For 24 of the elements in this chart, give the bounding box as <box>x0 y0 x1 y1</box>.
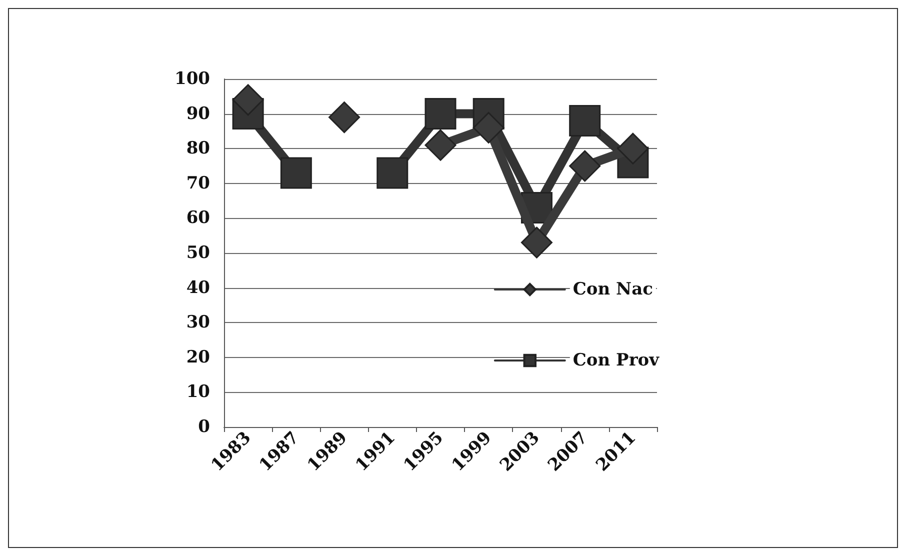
y-tick-label: 0 <box>198 417 210 437</box>
y-tick-label: 20 <box>186 347 210 368</box>
point <box>280 157 312 189</box>
point <box>376 157 408 189</box>
y-tick-label: 60 <box>186 208 210 228</box>
point <box>424 98 456 130</box>
point <box>232 84 264 116</box>
point <box>472 112 504 144</box>
point <box>520 226 552 258</box>
point <box>328 102 360 134</box>
y-tick-label: 100 <box>174 69 210 89</box>
point <box>617 132 649 164</box>
y-tick-label: 30 <box>186 312 210 333</box>
y-tick-label: 50 <box>186 243 210 263</box>
y-tick-label: 90 <box>186 104 210 124</box>
y-tick-label: 10 <box>186 382 210 402</box>
legend-label: Con Prov <box>572 350 660 370</box>
y-tick-label: 80 <box>186 138 210 159</box>
legend-label: Con Nac <box>572 280 653 300</box>
point <box>569 150 601 182</box>
y-tick-label: 70 <box>186 173 210 194</box>
point <box>569 105 601 137</box>
point <box>424 129 456 161</box>
y-tick-label: 40 <box>186 278 210 298</box>
